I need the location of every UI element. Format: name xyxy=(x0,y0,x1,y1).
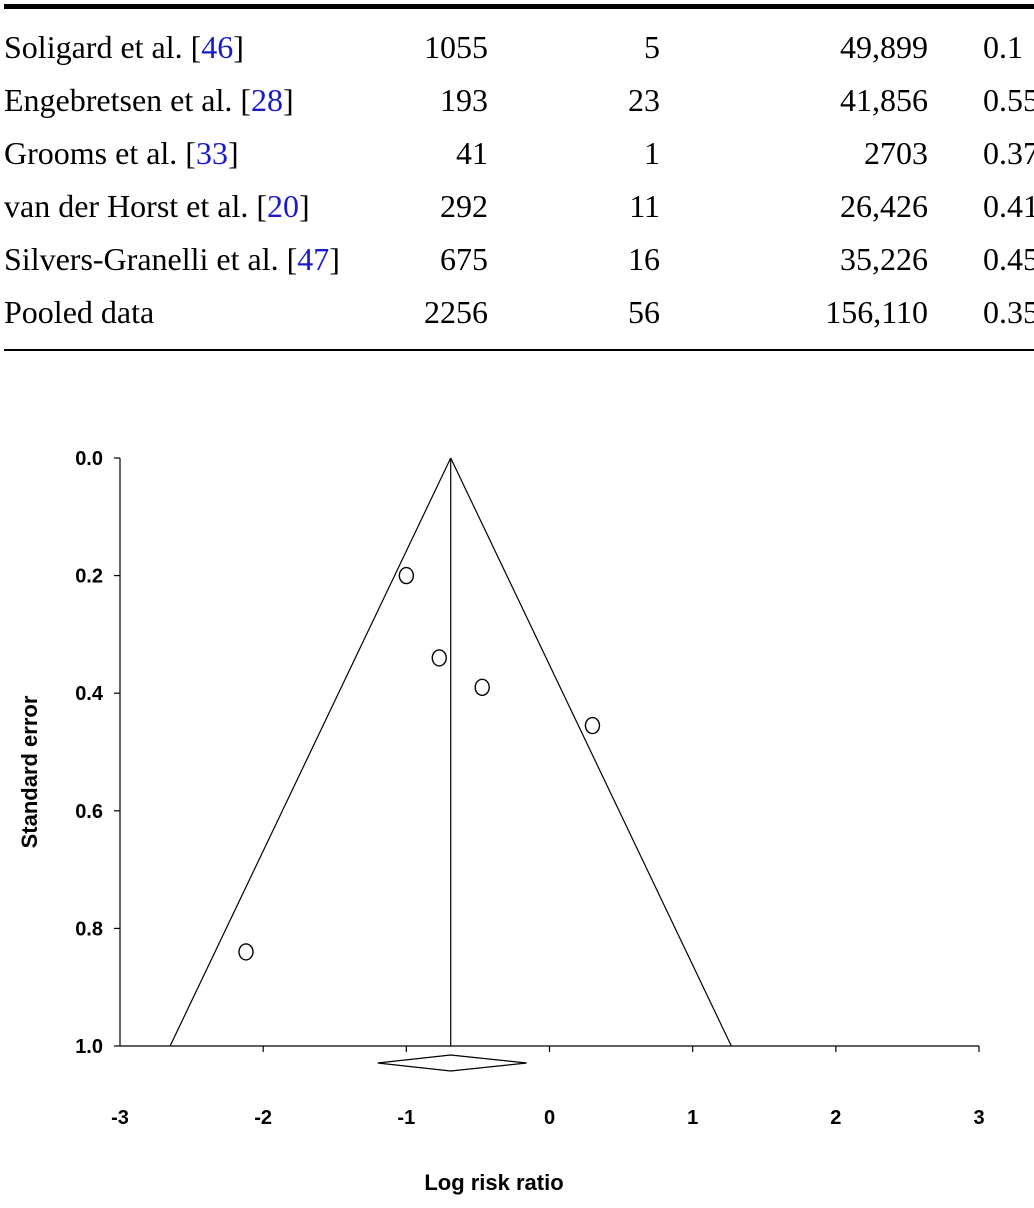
bracket-close: ] xyxy=(233,29,244,65)
x-tick-label: 1 xyxy=(687,1107,698,1129)
y-tick-label: 0.2 xyxy=(75,566,103,588)
study-cell: van der Horst et al. [20] xyxy=(4,186,310,226)
bracket-close: ] xyxy=(299,188,310,224)
table-row: Pooled data 2256 56 156,110 0.35 xyxy=(0,292,1034,332)
study-name: Soligard et al. [ xyxy=(4,29,202,65)
y-axis-label: Standard error xyxy=(17,695,42,848)
participants-cell: 41 xyxy=(456,135,488,171)
study-cell: Engebretsen et al. [28] xyxy=(4,80,294,120)
participants-cell: 2256 xyxy=(424,294,488,330)
study-cell: Soligard et al. [46] xyxy=(4,27,244,67)
pooled-diamond xyxy=(377,1054,527,1072)
exposure-cell: 2703 xyxy=(864,135,928,171)
participants-cell: 193 xyxy=(440,82,488,118)
study-name: van der Horst et al. [ xyxy=(4,188,268,224)
table-top-rule xyxy=(4,4,1034,9)
injuries-cell: 16 xyxy=(628,241,660,277)
bracket-close: ] xyxy=(329,241,340,277)
funnel-plot: 0.0 0.2 0.4 0.6 0.8 1.0 -3 -2 -1 0 1 2 3 Log risk ra… xyxy=(17,448,985,1195)
ratio-cell: 0.1 xyxy=(983,29,1023,65)
injuries-cell: 11 xyxy=(629,188,660,224)
injuries-cell: 1 xyxy=(644,135,660,171)
table-row: Engebretsen et al. [28] 193 23 41,856 0.55 xyxy=(0,80,1034,120)
reference-link[interactable]: 33 xyxy=(195,135,228,171)
ratio-cell: 0.45 xyxy=(983,241,1034,277)
injuries-cell: 56 xyxy=(628,294,660,330)
ratio-cell: 0.55 xyxy=(983,82,1034,118)
table-row: Silvers-Granelli et al. [47] 675 16 35,226 0… xyxy=(0,239,1034,279)
bracket-close: ] xyxy=(283,82,294,118)
y-tick-label: 1.0 xyxy=(75,1036,103,1058)
axis-labels: Log risk ratio Standard error xyxy=(17,695,564,1195)
injuries-cell: 23 xyxy=(628,82,660,118)
x-tick-label: -2 xyxy=(254,1107,272,1129)
study-point xyxy=(398,566,415,585)
participants-cell: 675 xyxy=(440,241,488,277)
funnel-left-line xyxy=(169,457,452,1047)
table-row: Soligard et al. [46] 1055 5 49,899 0.1 xyxy=(0,27,1034,67)
plot-axes: 0.0 0.2 0.4 0.6 0.8 1.0 -3 -2 -1 0 1 2 3 xyxy=(75,448,984,1129)
study-name: Pooled data xyxy=(4,294,155,330)
y-tick-label: 0.6 xyxy=(75,801,103,823)
ratio-cell: 0.35 xyxy=(983,294,1034,330)
participants-cell: 1055 xyxy=(424,29,488,65)
study-name: Engebretsen et al. [ xyxy=(4,82,251,118)
injuries-cell: 5 xyxy=(644,29,660,65)
ratio-cell: 0.41 xyxy=(983,188,1034,224)
study-points xyxy=(238,566,601,961)
study-name: Silvers-Granelli et al. [ xyxy=(4,241,298,277)
x-tick-label: 3 xyxy=(973,1107,984,1129)
y-tick-label: 0.8 xyxy=(75,918,103,940)
funnel-right-line xyxy=(450,457,732,1047)
table-row: van der Horst et al. [20] 292 11 26,426 0.41 xyxy=(0,186,1034,226)
exposure-cell: 49,899 xyxy=(840,29,928,65)
x-tick-label: -3 xyxy=(111,1107,129,1129)
x-tick-label: 0 xyxy=(544,1107,555,1129)
study-cell: Grooms et al. [33] xyxy=(4,133,239,173)
x-tick-label: 2 xyxy=(830,1107,841,1129)
participants-cell: 292 xyxy=(440,188,488,224)
y-tick-label: 0.0 xyxy=(75,448,103,470)
study-point xyxy=(584,716,601,735)
reference-link[interactable]: 28 xyxy=(251,82,283,118)
study-cell: Silvers-Granelli et al. [47] xyxy=(4,239,340,279)
y-tick-label: 0.4 xyxy=(75,683,104,705)
reference-link[interactable]: 20 xyxy=(267,188,300,224)
exposure-cell: 156,110 xyxy=(825,294,928,330)
exposure-cell: 35,226 xyxy=(840,241,928,277)
bracket-close: ] xyxy=(227,135,239,171)
funnel-lines xyxy=(169,457,732,1072)
x-axis-label: Log risk ratio xyxy=(424,1170,563,1195)
results-table: Soligard et al. [46] 1055 5 49,899 0.1 Engebr… xyxy=(0,0,1034,360)
study-cell: Pooled data xyxy=(4,292,154,332)
study-point xyxy=(474,678,490,697)
study-name: Grooms et al. [ xyxy=(4,135,196,171)
table-bottom-rule xyxy=(4,349,1034,351)
ratio-cell: 0.37 xyxy=(983,135,1034,171)
reference-link[interactable]: 46 xyxy=(201,29,234,65)
study-point xyxy=(238,943,254,961)
exposure-cell: 41,856 xyxy=(840,82,928,118)
study-point xyxy=(431,649,447,667)
exposure-cell: 26,426 xyxy=(840,188,928,224)
x-tick-label: -1 xyxy=(397,1107,415,1129)
table-row: Grooms et al. [33] 41 1 2703 0.37 xyxy=(0,133,1034,173)
reference-link[interactable]: 47 xyxy=(297,241,330,277)
